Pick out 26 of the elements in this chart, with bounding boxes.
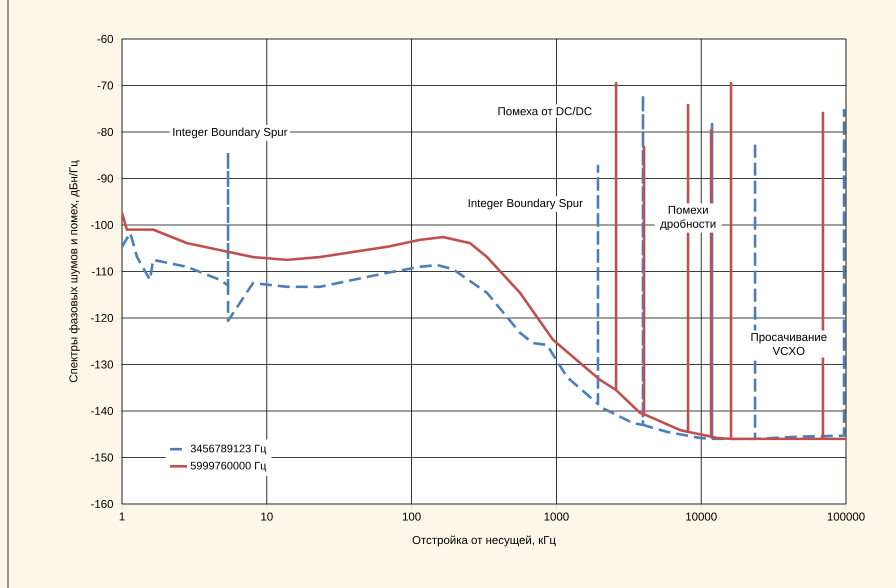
y-tick-label: -120: [91, 314, 114, 322]
x-tick-label: 10: [261, 512, 273, 521]
y-tick-label: -160: [91, 500, 114, 508]
legend-label: 3456789123 Гц: [190, 444, 266, 454]
x-tick-label: 1000: [544, 512, 569, 521]
y-tick-label: -110: [92, 267, 114, 276]
y-tick-label: -100: [91, 220, 114, 230]
x-tick-label: 100: [402, 512, 421, 521]
y-tick-label: -70: [97, 81, 114, 90]
x-tick-label: 100000: [828, 512, 865, 521]
annotation: Просачивание VCXO: [751, 333, 827, 355]
y-tick-label: -150: [91, 453, 114, 462]
y-tick-label: -130: [91, 360, 114, 369]
annotation: Помехи дробности: [660, 206, 716, 230]
y-tick-label: -80: [97, 128, 114, 136]
annotation: Integer Boundary Spur: [173, 128, 288, 138]
annotation: Integer Boundary Spur: [468, 198, 583, 210]
y-tick-label: -90: [97, 174, 114, 183]
y-axis-title: Спектры фазовых шумов и помех, дБн/Гц: [69, 160, 80, 382]
x-tick-label: 1: [120, 512, 125, 520]
annotation: Помеха от DC/DC: [498, 106, 592, 116]
y-tick-label: -60: [97, 34, 114, 44]
x-axis-title: Отстройка от несущей, кГц: [412, 535, 556, 546]
x-tick-label: 10000: [686, 512, 717, 521]
y-tick-label: -140: [91, 406, 114, 416]
legend-label: 5999760000 Гц: [190, 462, 266, 472]
